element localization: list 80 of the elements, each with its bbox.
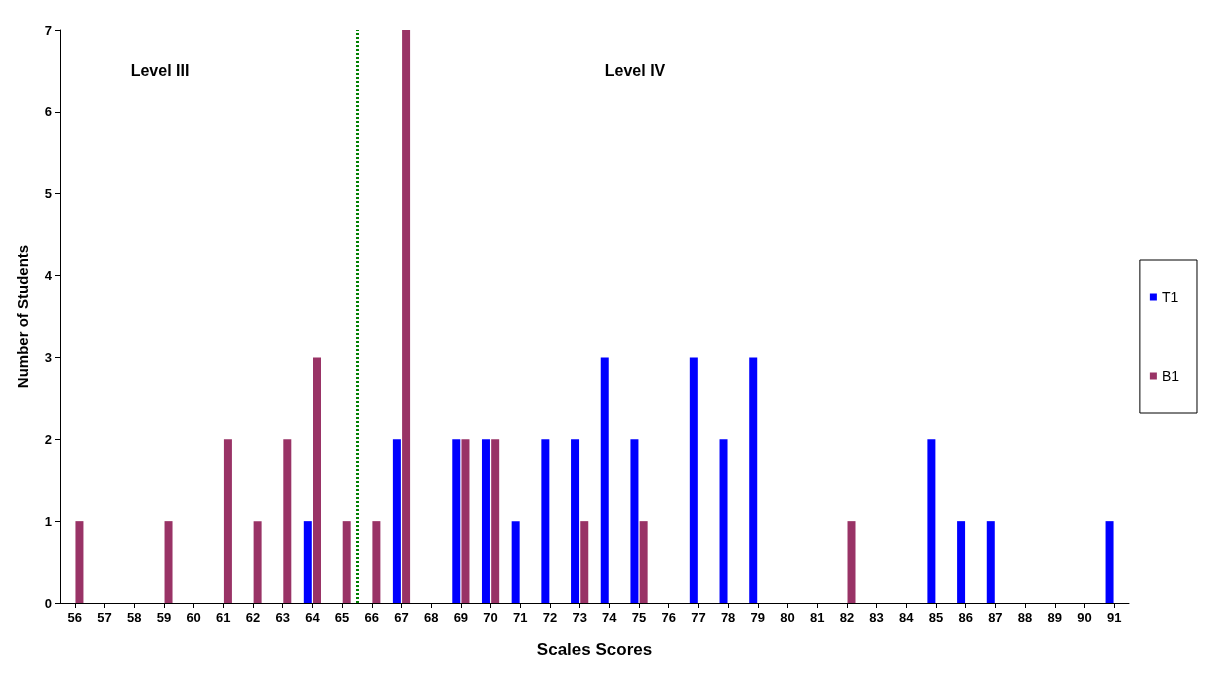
- bar: [402, 30, 411, 603]
- x-tick-label: 67: [394, 610, 409, 625]
- bar: [847, 521, 856, 603]
- x-tick-label: 58: [127, 610, 142, 625]
- x-tick-label: 79: [750, 610, 766, 625]
- x-tick-label: 81: [809, 610, 825, 625]
- x-tick-label: 89: [1047, 610, 1062, 625]
- x-tick-label: 75: [631, 610, 647, 625]
- y-tick-label: 1: [44, 513, 52, 529]
- x-tick-label: 57: [97, 610, 112, 625]
- x-tick-label: 70: [483, 610, 498, 625]
- legend-label: T1: [1161, 289, 1179, 305]
- bar: [253, 521, 262, 603]
- x-tick-label: 69: [453, 610, 469, 625]
- bar: [283, 439, 292, 603]
- bar: [511, 521, 520, 603]
- bar: [164, 521, 173, 603]
- y-tick-label: 2: [44, 431, 52, 447]
- bar: [571, 439, 580, 603]
- x-tick-label: 76: [661, 610, 676, 625]
- y-tick-label: 6: [44, 104, 52, 120]
- bar: [223, 439, 232, 603]
- x-tick-label: 82: [839, 610, 855, 625]
- bar: [600, 357, 609, 603]
- x-tick-label: 63: [275, 610, 290, 625]
- x-tick-label: 68: [423, 610, 439, 625]
- bar: [342, 521, 351, 603]
- bar: [630, 439, 639, 603]
- x-tick-label: 65: [334, 610, 350, 625]
- x-tick-label: 77: [691, 610, 706, 625]
- bar: [372, 521, 381, 603]
- x-tick-label: 80: [780, 610, 795, 625]
- x-tick-label: 86: [958, 610, 973, 625]
- bar: [749, 357, 758, 603]
- bar: [461, 439, 470, 603]
- x-tick-label: 78: [720, 610, 736, 625]
- x-tick-label: 64: [305, 610, 321, 625]
- bar: [927, 439, 936, 603]
- y-axis-title: Number of Students: [14, 244, 31, 389]
- y-tick-label: 7: [44, 22, 52, 38]
- bar: [580, 521, 589, 603]
- bar: [491, 439, 500, 603]
- x-tick-label: 60: [186, 610, 201, 625]
- x-tick-label: 90: [1077, 610, 1092, 625]
- bar: [957, 521, 966, 603]
- bar: [639, 521, 648, 603]
- x-tick-label: 74: [602, 610, 618, 625]
- bar: [392, 439, 401, 603]
- x-tick-label: 72: [542, 610, 558, 625]
- bar: [75, 521, 84, 603]
- bar: [689, 357, 698, 603]
- x-tick-label: 85: [928, 610, 944, 625]
- x-tick-label: 83: [869, 610, 884, 625]
- x-tick-label: 56: [67, 610, 83, 625]
- annotation: Level IV: [604, 61, 666, 79]
- bar: [1105, 521, 1114, 603]
- y-tick-label: 0: [44, 595, 52, 611]
- bar: [303, 521, 312, 603]
- bar: [719, 439, 728, 603]
- y-tick-label: 4: [44, 268, 53, 284]
- bar: [481, 439, 490, 603]
- x-tick-label: 71: [513, 610, 528, 625]
- annotation: Level III: [130, 61, 190, 79]
- x-tick-label: 73: [572, 610, 587, 625]
- bar: [313, 357, 321, 603]
- x-tick-label: 84: [899, 610, 915, 625]
- x-tick-label: 62: [245, 610, 261, 625]
- x-tick-label: 59: [156, 610, 172, 625]
- x-tick-label: 91: [1106, 610, 1122, 625]
- x-axis-title: Scales Scores: [536, 640, 653, 659]
- x-tick-label: 87: [988, 610, 1003, 625]
- x-tick-label: 88: [1017, 610, 1033, 625]
- y-tick-label: 5: [44, 186, 52, 202]
- x-tick-label: 66: [364, 610, 380, 625]
- bar: [452, 439, 461, 603]
- x-tick-label: 61: [216, 610, 231, 625]
- bar: [986, 521, 995, 603]
- bar: [541, 439, 550, 603]
- legend-label: B1: [1161, 368, 1180, 384]
- y-tick-label: 3: [44, 349, 52, 365]
